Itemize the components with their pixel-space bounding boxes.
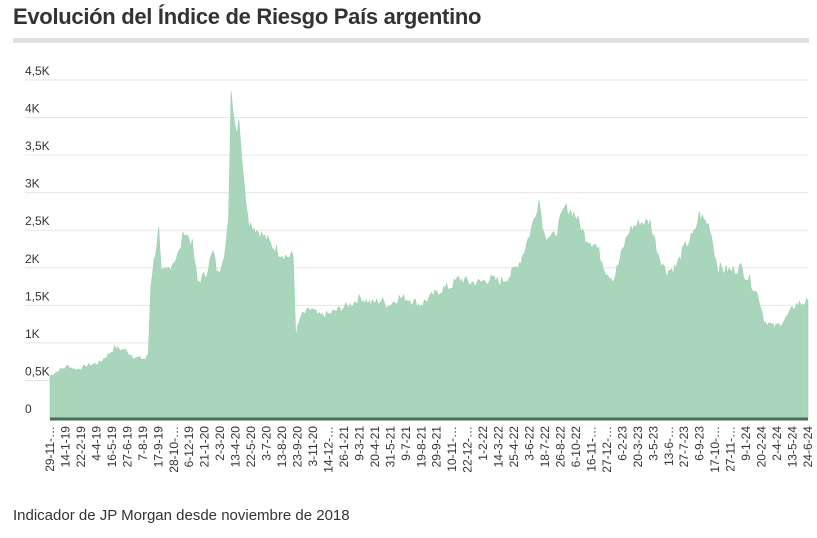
x-tick-label: 9-1-24 [739,426,753,461]
chart-title: Evolución del Índice de Riesgo País arge… [13,4,482,29]
x-tick-label: 20-2-24 [755,426,769,468]
chart-footnote: Indicador de JP Morgan desde noviembre d… [13,507,350,524]
x-tick-label: 13-6-… [662,426,676,466]
x-tick-label: 26-8-22 [553,426,567,468]
y-tick-label: 0,5K [25,364,50,378]
x-tick-label: 9-7-21 [399,426,413,461]
y-tick-label: 1K [25,327,40,341]
x-tick-label: 6-12-19 [182,426,196,468]
x-tick-label: 10-11-… [445,426,459,472]
x-tick-label: 18-7-22 [538,426,552,468]
x-tick-label: 20-4-21 [368,426,382,468]
x-tick-label: 14-12-… [321,426,335,473]
x-tick-label: 24-6-24 [801,426,815,468]
x-tick-label: 9-3-21 [352,426,366,461]
x-tick-label: 3-6-22 [523,426,537,461]
x-tick-label: 3-5-23 [646,426,660,461]
x-tick-label: 14-3-22 [492,426,506,468]
risk-area-series [49,91,809,419]
x-tick-label: 14-1-19 [58,426,72,468]
y-tick-label: 1,5K [25,289,50,303]
x-tick-label: 13-4-20 [229,426,243,468]
x-tick-label: 28-10-… [167,426,181,473]
x-tick-label: 26-1-21 [337,426,351,468]
y-tick-label: 3K [25,177,40,191]
y-tick-label: 4K [25,102,40,116]
x-tick-label: 25-4-22 [507,426,521,468]
x-tick-label: 22-5-20 [244,426,258,468]
x-tick-label: 16-11-… [584,426,598,472]
x-tick-label: 17-10-… [708,426,722,473]
x-tick-label: 6-9-23 [693,426,707,461]
x-tick-label: 22-2-19 [74,426,88,468]
x-tick-label: 27-11-… [724,426,738,472]
x-tick-label: 27-7-23 [677,426,691,468]
x-tick-label: 27-6-19 [120,426,134,468]
y-tick-label: 2,5K [25,214,50,228]
x-tick-label: 19-8-21 [414,426,428,468]
x-tick-label: 6-10-22 [569,426,583,468]
title-divider [13,38,809,43]
y-tick-label: 3,5K [25,139,50,153]
x-tick-label: 3-7-20 [260,426,274,461]
y-tick-label: 0 [25,402,32,416]
x-tick-label: 2-3-20 [213,426,227,461]
x-tick-label: 7-8-19 [136,426,150,461]
x-tick-label: 31-5-21 [383,426,397,468]
x-tick-label: 23-9-20 [291,426,305,468]
x-tick-label: 20-3-23 [631,426,645,468]
x-tick-label: 22-12-… [461,426,475,473]
x-tick-label: 1-2-22 [476,426,490,461]
x-tick-label: 21-1-20 [198,426,212,468]
x-tick-label: 27-12-… [600,426,614,473]
x-tick-label: 6-2-23 [615,426,629,461]
x-tick-label: 13-8-20 [275,426,289,468]
y-tick-label: 2K [25,252,40,266]
x-tick-label: 3-11-20 [306,426,320,467]
x-tick-label: 2-4-24 [770,426,784,461]
x-tick-label: 29-11-… [43,426,57,472]
x-tick-label: 4-4-19 [89,426,103,461]
y-tick-label: 4,5K [25,64,50,78]
x-tick-label: 29-9-21 [430,426,444,468]
x-tick-label: 17-9-19 [151,426,165,468]
x-tick-label: 13-5-24 [786,426,800,468]
x-tick-label: 16-5-19 [105,426,119,468]
